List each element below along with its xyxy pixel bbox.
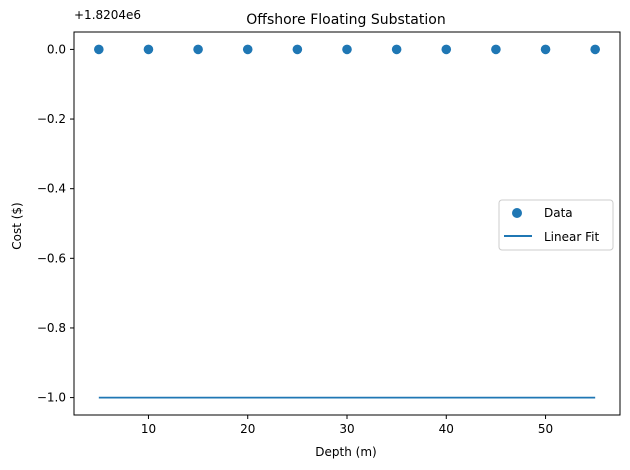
- x-tick-label: 20: [240, 422, 255, 436]
- x-tick-label: 30: [339, 422, 354, 436]
- y-tick-label: −0.6: [37, 251, 66, 265]
- y-tick-label: −0.2: [37, 112, 66, 126]
- data-point: [540, 44, 551, 55]
- data-point: [441, 44, 452, 55]
- x-tick-label: 50: [538, 422, 553, 436]
- legend-label-linear-fit: Linear Fit: [544, 230, 599, 244]
- y-axis-label: Cost ($): [10, 202, 24, 250]
- x-axis-label: Depth (m): [315, 445, 376, 459]
- data-point: [491, 44, 501, 55]
- y-tick-label: −0.8: [37, 321, 66, 335]
- data-point: [292, 44, 303, 55]
- y-tick-label: −0.4: [37, 182, 66, 196]
- x-tick-label: 10: [141, 422, 156, 436]
- y-tick-label: −1.0: [37, 391, 66, 405]
- y-offset-label: +1.8204e6: [74, 8, 141, 22]
- data-point: [391, 44, 402, 55]
- legend-box: [498, 199, 614, 251]
- legend-marker-data: [512, 208, 522, 218]
- data-point: [94, 44, 104, 55]
- legend: Data Linear Fit: [498, 199, 614, 251]
- legend-label-data: Data: [544, 206, 573, 220]
- data-point: [143, 44, 154, 55]
- chart-title: Offshore Floating Substation: [246, 12, 445, 28]
- data-point: [590, 44, 600, 55]
- data-point: [342, 44, 352, 55]
- x-tick-label: 40: [439, 422, 454, 436]
- plot-area: 10 20 30 40 50 0.0 −0.2 −0.4 −0.6 −0.8 −1.0: [37, 31, 621, 436]
- data-point: [193, 44, 203, 55]
- y-tick-label: 0.0: [47, 42, 66, 56]
- data-point: [242, 44, 253, 55]
